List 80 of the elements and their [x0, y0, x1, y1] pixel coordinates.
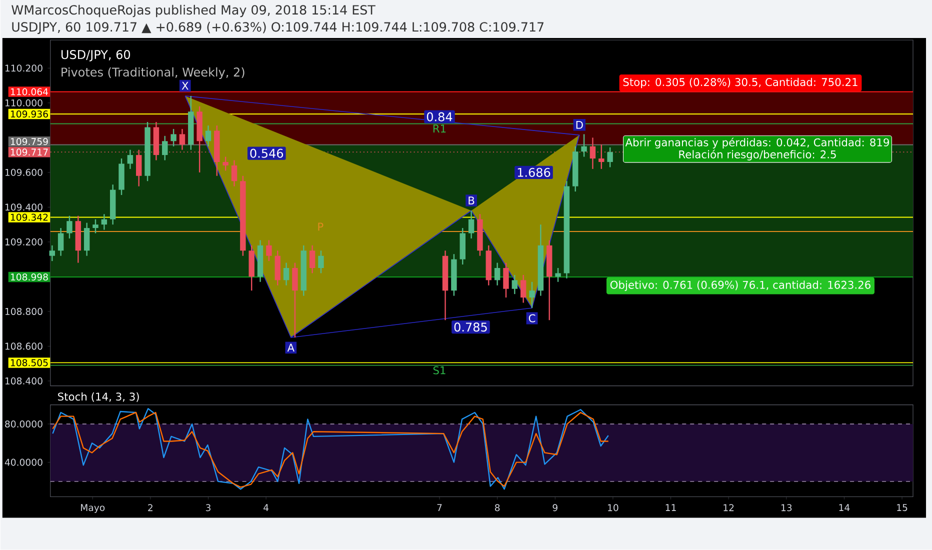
candlestick [101, 214, 108, 230]
annotation: C [528, 314, 536, 322]
candlestick [318, 250, 324, 274]
candlestick [283, 262, 290, 286]
candlestick [66, 215, 72, 240]
y-tick-label: 110.000 [5, 99, 42, 107]
ref-line-label: 108.505 [10, 359, 48, 366]
annotation: 1.686 [518, 168, 550, 178]
candlestick [468, 210, 474, 240]
candlestick [512, 274, 518, 295]
candlestick [598, 144, 604, 170]
text: USD/JPY, 60 [61, 50, 130, 62]
candlestick [231, 160, 238, 188]
y-tick-label: 80.0000 [5, 420, 42, 428]
x-tick-label: 9 [552, 504, 558, 512]
y-tick-label: 108.400 [5, 378, 42, 385]
x-tick-label: 7 [437, 504, 442, 512]
y-tick-label: 108.600 [5, 342, 42, 350]
band-label: Stop: 0.305 (0.28%) 30.5, Cantidad: 750.21 [623, 78, 858, 88]
candlestick [309, 244, 316, 274]
ref-line-label: 109.717 [10, 148, 48, 156]
x-tick-label: 13 [781, 504, 792, 512]
candlestick [222, 156, 228, 172]
ref-line-label: 109.936 [10, 110, 48, 118]
x-tick-label: 2 [148, 504, 152, 512]
candlestick [162, 135, 168, 161]
candlestick [92, 218, 98, 234]
band-label: Objetivo: 0.761 (0.69%) 76.1, cantidad: 1623.26 [610, 280, 870, 292]
annotation: D [576, 121, 583, 129]
annotation: R1 [433, 124, 446, 133]
candlestick [494, 262, 500, 286]
candlestick [84, 222, 90, 257]
x-tick-label: 11 [666, 504, 676, 512]
candlestick [127, 149, 134, 170]
annotation: B [468, 196, 474, 204]
y-tick-label: 109.400 [5, 204, 42, 211]
candlestick [581, 134, 587, 158]
candlestick [503, 262, 509, 298]
text: WMarcosChoqueRojas published May 09, 2018 15:14 EST [12, 4, 376, 18]
text: USDJPY, 60 109.717 ▲ +0.689 (+0.63%) O:109.744 H:109.744 L:109.708 C:109.717 [12, 22, 544, 34]
x-tick-label: 4 [264, 504, 268, 512]
candlestick [170, 128, 176, 148]
candlestick [266, 240, 272, 262]
candlestick [205, 125, 212, 148]
ref-line-label: 108.998 [10, 274, 48, 281]
x-tick-label: 14 [839, 504, 850, 512]
y-tick-label: 109.200 [5, 238, 42, 246]
annotation: 0.546 [250, 148, 284, 158]
annotation: A [287, 344, 294, 352]
y-tick-label: 109.600 [5, 169, 42, 176]
annotation: X [182, 82, 188, 90]
annotation: Relación riesgo/beneficio: 2.5 [679, 150, 836, 161]
candlestick [49, 244, 55, 262]
x-tick-label: 10 [608, 504, 618, 512]
ref-line-label: 109.342 [10, 214, 48, 221]
annotation: S1 [433, 366, 446, 374]
text: Pivotes (Traditional, Weekly, 2) [62, 67, 244, 80]
candlestick [179, 128, 186, 151]
annotation: P [318, 222, 324, 231]
x-tick-label: 15 [897, 504, 908, 512]
candlestick [520, 274, 526, 304]
candlestick [529, 281, 535, 309]
y-tick-label: 110.200 [5, 64, 42, 72]
candlestick [607, 146, 613, 168]
annotation: 0.84 [426, 112, 452, 122]
chart-title: Stoch (14, 3, 3) [58, 392, 139, 402]
candlestick [555, 268, 561, 283]
ref-line-label: 109.759 [10, 138, 48, 146]
candlestick [590, 137, 596, 170]
x-tick-label: 3 [206, 504, 210, 512]
ref-line-label: 110.064 [10, 88, 48, 96]
x-tick-label: Mayo [81, 504, 105, 514]
x-tick-label: 8 [494, 504, 500, 512]
candlestick [58, 228, 64, 257]
candlestick [292, 262, 298, 338]
y-tick-label: 40.0000 [4, 458, 42, 466]
annotation: Abrir ganancias y pérdidas: 0.042, Cantidad: 819 [625, 138, 889, 149]
y-tick-label: 108.800 [5, 308, 42, 316]
x-tick-label: 12 [724, 504, 734, 512]
annotation: 0.785 [454, 322, 487, 332]
